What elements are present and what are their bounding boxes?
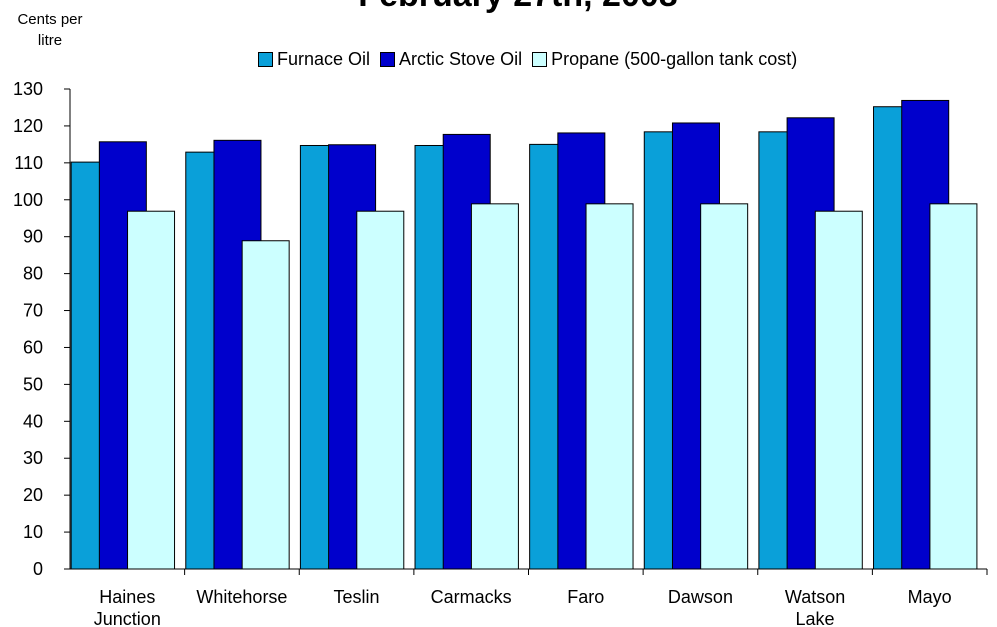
x-tick-label: Teslin: [334, 587, 380, 607]
chart-title: February 27th, 2008: [348, 0, 688, 15]
y-tick-label: 80: [23, 264, 43, 284]
y-tick-label: 60: [23, 337, 43, 357]
x-tick-label: Carmacks: [431, 587, 512, 607]
y-tick-label: 90: [23, 227, 43, 247]
bar-propane-500-gallon-tank-cost--mayo: [929, 203, 978, 570]
bar-propane-500-gallon-tank-cost--faro: [585, 203, 634, 570]
y-tick-label: 40: [23, 411, 43, 431]
y-tick-label: 10: [23, 522, 43, 542]
x-tick-label: Lake: [796, 609, 835, 627]
bar-propane-500-gallon-tank-cost--haines-junction: [127, 210, 176, 570]
y-axis-label: Cents per litre: [17, 11, 83, 49]
x-tick-label: Haines: [99, 587, 155, 607]
y-tick-label: 0: [33, 559, 43, 579]
bar-propane-500-gallon-tank-cost--whitehorse: [241, 240, 290, 570]
legend-label-arctic-stove-oil: Arctic Stove Oil: [399, 48, 523, 69]
bar-propane-500-gallon-tank-cost--dawson: [700, 203, 749, 570]
x-tick-label: Mayo: [908, 587, 952, 607]
y-tick-label: 110: [14, 153, 43, 173]
x-tick-label: Faro: [567, 587, 604, 607]
legend: Furnace Oil Arctic Stove Oil Propane (50…: [258, 48, 807, 70]
bar-propane-500-gallon-tank-cost--watson-lake: [814, 210, 863, 570]
y-tick-label: 70: [23, 301, 43, 321]
legend-item-furnace-oil: Furnace Oil: [258, 49, 370, 70]
legend-swatch-arctic-stove-oil: [380, 51, 396, 67]
y-tick-label: 130: [13, 79, 43, 99]
y-tick-label: 50: [23, 374, 43, 394]
y-tick-label: 20: [23, 485, 43, 505]
legend-label-furnace-oil: Furnace Oil: [277, 48, 371, 69]
x-tick-label: Junction: [94, 609, 161, 627]
x-tick-label: Whitehorse: [196, 587, 287, 607]
y-tick-label: 120: [13, 116, 43, 136]
legend-item-arctic-stove-oil: Arctic Stove Oil: [380, 49, 522, 70]
x-tick-label: Watson: [785, 587, 845, 607]
y-tick-label: 100: [13, 190, 43, 210]
legend-label-propane: Propane (500-gallon tank cost): [551, 48, 798, 69]
bar-propane-500-gallon-tank-cost--carmacks: [470, 203, 519, 570]
bar-propane-500-gallon-tank-cost--teslin: [356, 210, 405, 570]
legend-swatch-furnace-oil: [258, 51, 273, 67]
y-tick-label: 30: [23, 448, 43, 468]
legend-item-propane: Propane (500-gallon tank cost): [532, 49, 797, 70]
x-tick-label: Dawson: [668, 587, 733, 607]
legend-swatch-propane: [532, 51, 548, 67]
